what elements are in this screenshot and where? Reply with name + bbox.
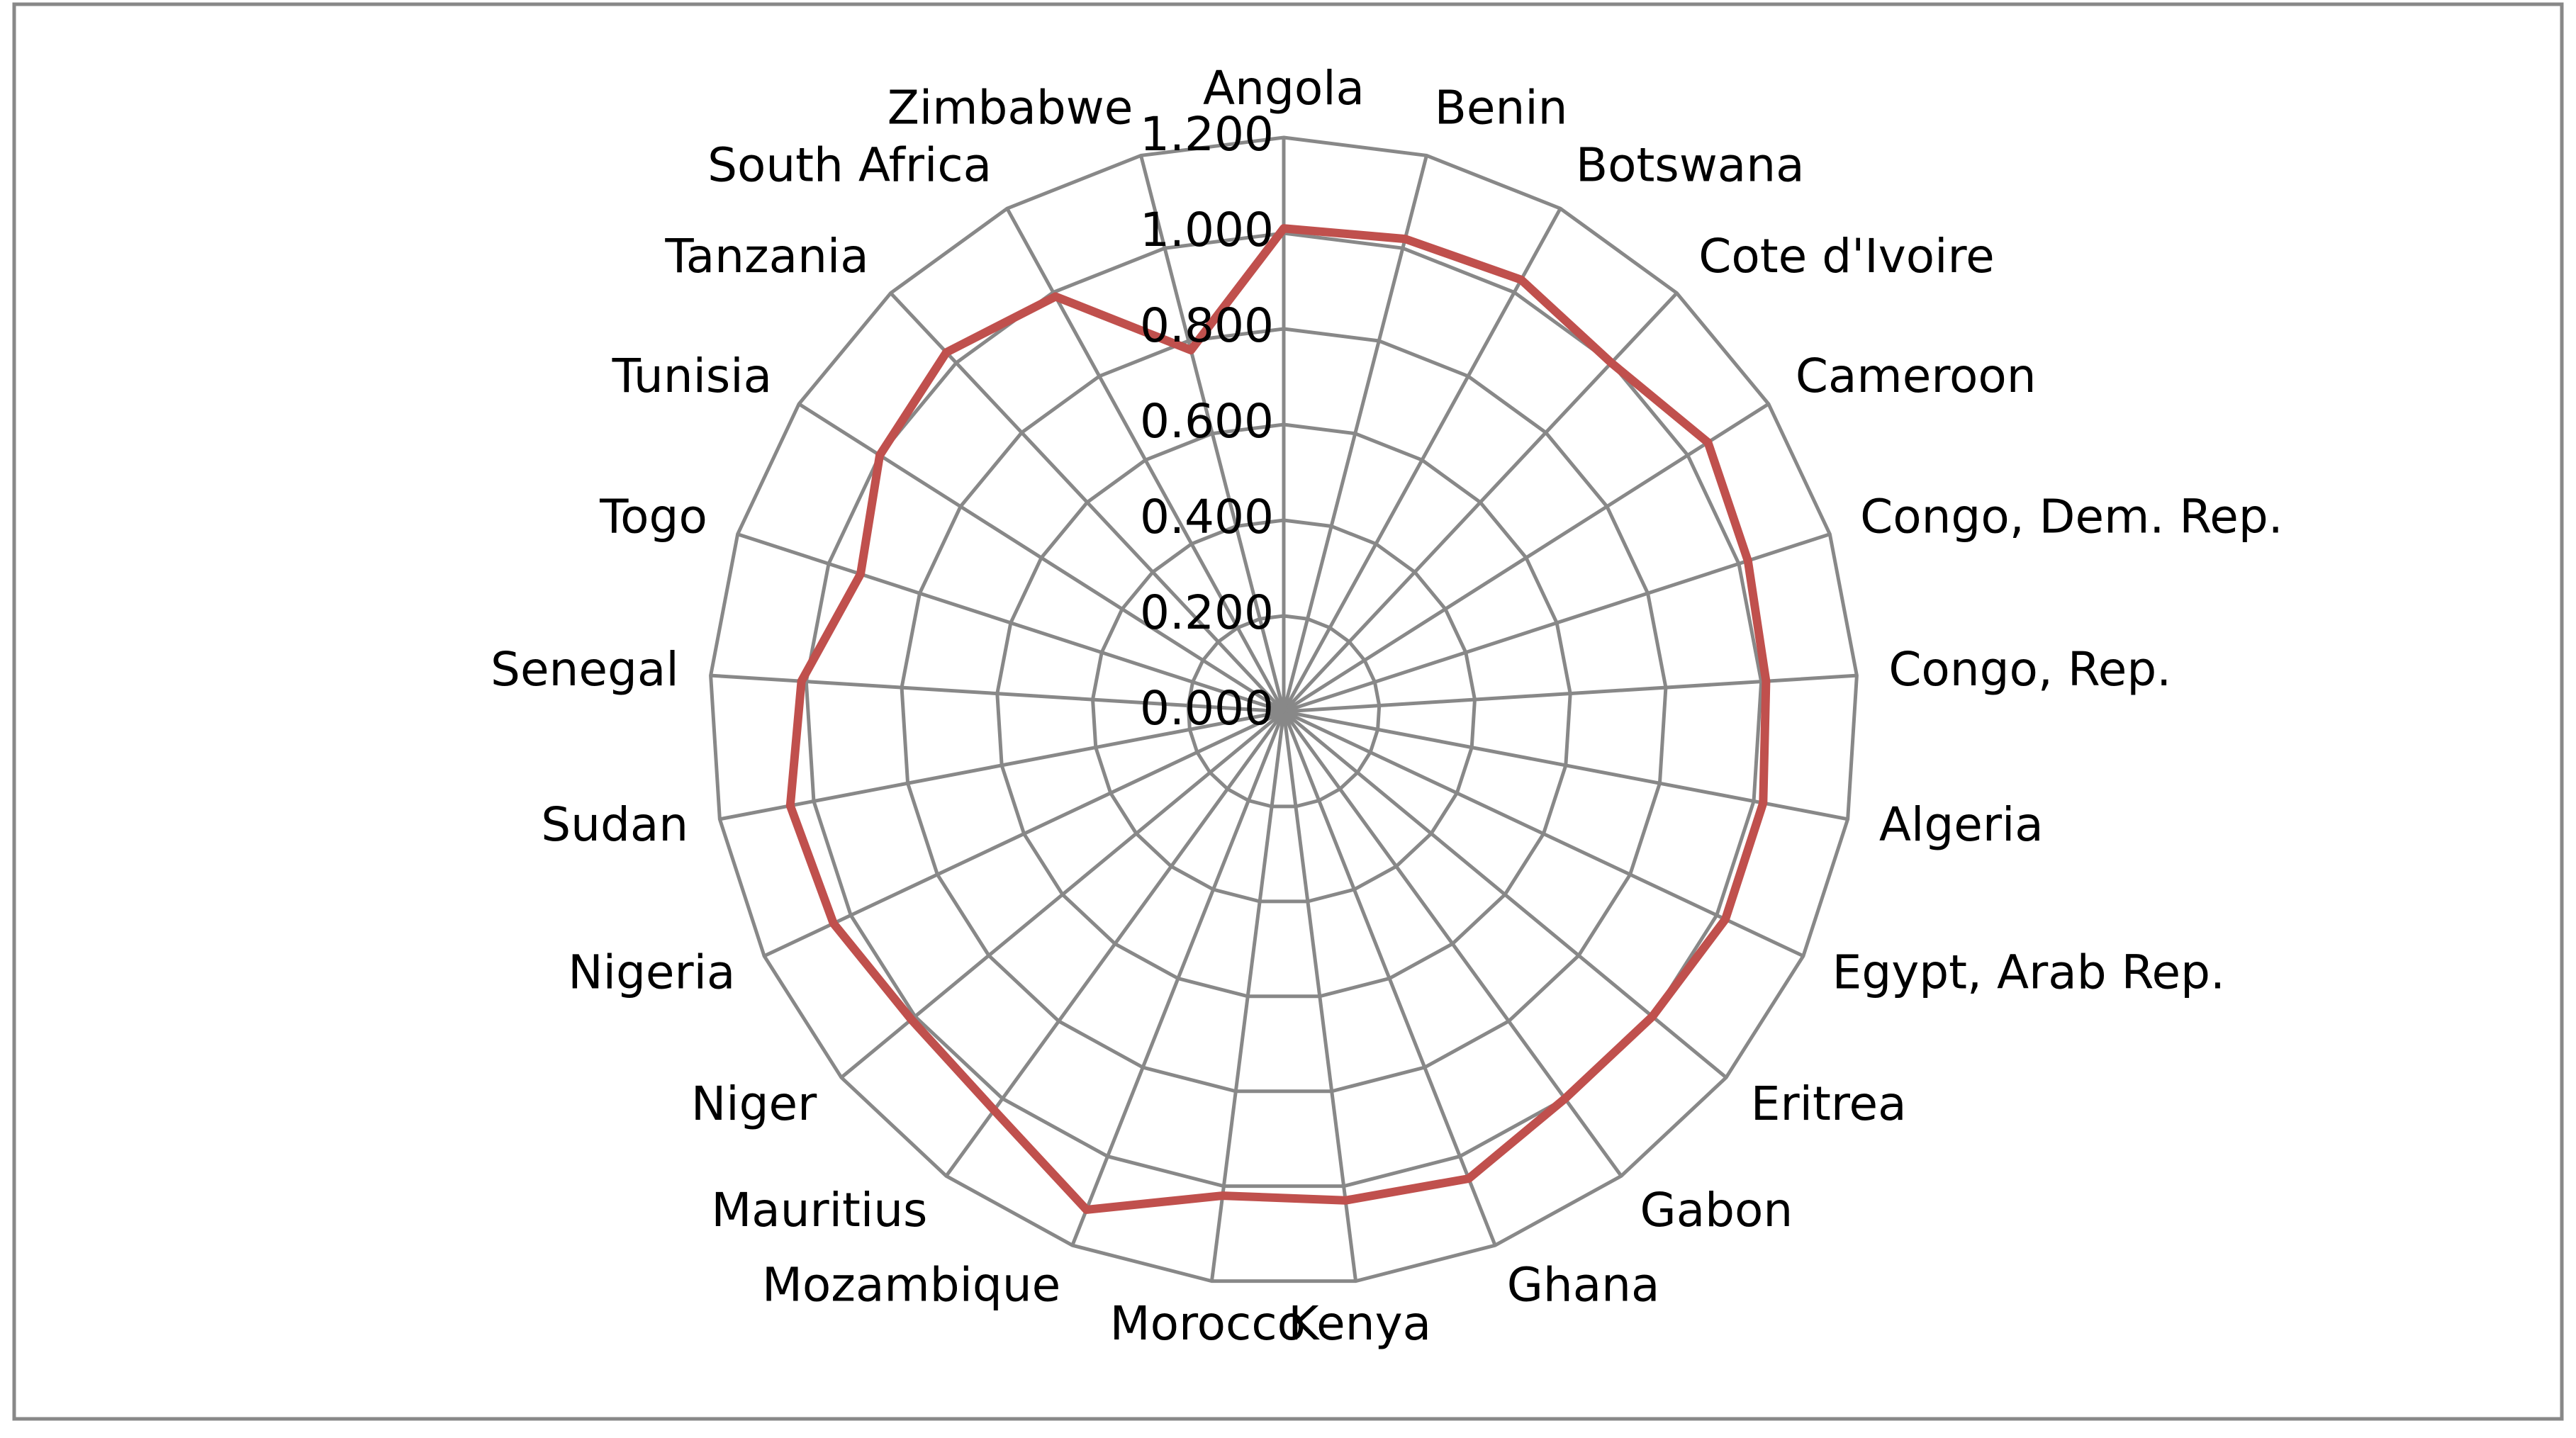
category-label: Algeria [1879,797,2044,852]
axis-spoke [1282,711,1497,1247]
category-label: Mozambique [762,1258,1060,1313]
category-label: Cameroon [1796,349,2037,403]
grid-ring [995,422,1572,999]
axis-spoke [1282,207,1562,713]
tick-label: 1.200 [1140,107,1274,162]
tick-label: 0.600 [1140,394,1274,449]
axis-spoke [1282,711,1358,1281]
grid-ring [900,327,1668,1094]
tick-label: 1.000 [1140,203,1274,257]
axis-spoke [1283,709,1849,821]
axis-spoke [710,673,1284,714]
category-label: Sudan [541,797,688,852]
category-label: Togo [599,490,707,544]
category-label: Angola [1203,61,1365,116]
tick-label: 0.000 [1140,681,1274,736]
category-label: Tunisia [612,349,772,403]
grid-ring [804,231,1764,1189]
axis-spoke [1139,155,1286,712]
category-label: Senegal [491,642,679,697]
category-label: Zimbabwe [887,81,1133,135]
category-label: Morocco [1110,1296,1306,1351]
data-line [785,224,1771,1214]
category-label: Eritrea [1751,1077,1907,1131]
tick-label: 0.200 [1140,585,1274,640]
category-label: Benin [1435,81,1568,135]
axis-spoke [1283,673,1857,714]
grid-ring [709,135,1859,1283]
category-label: Botswana [1576,137,1805,192]
category-label: South Africa [707,137,992,192]
axis-spoke [889,291,1285,713]
category-label: Niger [691,1077,817,1131]
axis-spoke [840,710,1285,1079]
category-label: Congo, Dem. Rep. [1860,490,2283,544]
category-label: Gabon [1640,1183,1793,1237]
category-label: Kenya [1288,1296,1431,1351]
category-label: Mauritius [711,1183,927,1237]
axis-spoke [1209,711,1286,1281]
category-label: Ghana [1507,1258,1660,1313]
category-label: Tanzania [664,229,868,283]
axis-spoke [1282,155,1428,712]
tick-label: 0.400 [1140,490,1274,544]
axis-spoke [737,532,1284,714]
axis-spoke [1005,207,1286,713]
axis-spoke [1282,402,1770,714]
axis-spoke [1282,709,1804,958]
category-label: Egypt, Arab Rep. [1832,945,2225,1000]
axis-spoke [1070,711,1286,1247]
category-label: Cote d'Ivoire [1698,229,1995,283]
category-label: Nigeria [568,945,735,1000]
axis-spoke [763,709,1285,958]
axis-spoke [944,710,1286,1177]
tick-label: 0.800 [1140,298,1274,353]
grid-ring [1091,518,1477,904]
axis-spoke [1283,532,1831,714]
axis-spoke [719,709,1284,821]
category-label: Congo, Rep. [1888,642,2171,697]
grid-ring [1186,614,1382,809]
